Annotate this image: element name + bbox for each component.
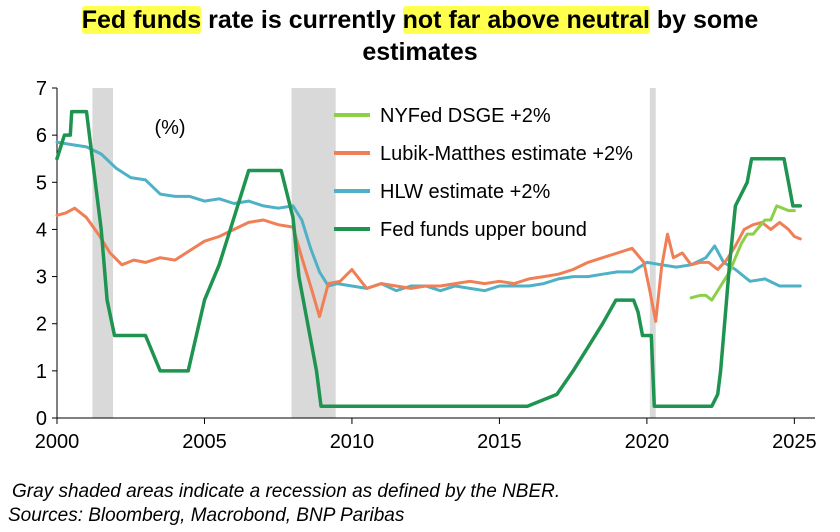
- chart-title: Fed funds rate is currently not far abov…: [0, 4, 840, 68]
- y-tick-label: 7: [36, 78, 47, 100]
- unit-label: (%): [154, 117, 185, 139]
- title-highlight-neutral: not far above neutral: [402, 6, 650, 34]
- title-line-1: Fed funds rate is currently not far abov…: [0, 4, 840, 36]
- title-text-end: by some: [649, 6, 759, 34]
- x-tick-label: 2015: [477, 431, 522, 453]
- y-tick-label: 1: [36, 361, 47, 383]
- legend-label-3: Fed funds upper bound: [380, 219, 587, 241]
- line-chart: 0 1 2 3 4 5 6 7 2000 2005 2010 2015 2020 2025 NYFed D…: [35, 78, 817, 453]
- y-tick-label: 6: [36, 125, 47, 147]
- series-line-0: [689, 204, 796, 302]
- footnote-recession: Gray shaded areas indicate a recession a…: [12, 481, 561, 502]
- series-line-1: [55, 206, 802, 323]
- legend-label-0: NYFed DSGE +2%: [380, 105, 551, 127]
- legend-label-1: Lubik-Matthes estimate +2%: [380, 143, 633, 165]
- x-tick-label: 2010: [330, 431, 375, 453]
- legend-label-2: HLW estimate +2%: [380, 181, 550, 203]
- series-line-3: [55, 109, 803, 408]
- x-tick-label: 2005: [182, 431, 227, 453]
- y-tick-label: 5: [36, 172, 47, 194]
- y-tick-label: 0: [36, 408, 47, 430]
- series-lines: [55, 109, 803, 408]
- y-tick-label: 3: [36, 267, 47, 289]
- footnote-sources: Sources: Bloomberg, Macrobond, BNP Parib…: [8, 505, 405, 526]
- title-highlight-fed-funds: Fed funds: [81, 6, 202, 34]
- x-tick-label: 2000: [35, 431, 80, 453]
- title-text-middle: rate is currently: [201, 6, 403, 34]
- x-tick-label: 2025: [772, 431, 817, 453]
- x-tick-label: 2020: [625, 431, 670, 453]
- chart-axes: 0 1 2 3 4 5 6 7 2000 2005 2010 2015 2020 2025: [35, 78, 817, 453]
- recession-band-2: [649, 88, 656, 418]
- y-tick-label: 4: [36, 219, 47, 241]
- title-line-2: estimates: [362, 38, 478, 66]
- y-tick-label: 2: [36, 314, 47, 336]
- legend: NYFed DSGE +2% Lubik-Matthes estimate +2%…: [334, 105, 633, 241]
